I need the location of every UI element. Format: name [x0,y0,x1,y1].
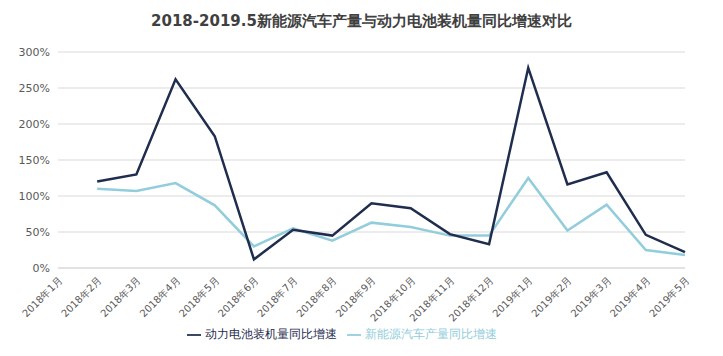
svg-text:2018年2月: 2018年2月 [59,275,103,319]
svg-text:2018年9月: 2018年9月 [333,274,378,320]
svg-text:2018年7月: 2018年7月 [255,275,299,319]
html-text:2018-2019.5新能源汽车产量与动力电池装机量同比增速: 2018-2019.5新能源汽车产量与动力电池装机量同比增速对比 [151,12,572,30]
svg-text:2018年3月: 2018年3月 [98,275,142,319]
svg-text:2018年6月: 2018年6月 [216,275,260,319]
svg-text:2018年10月: 2018年10月 [368,274,418,324]
svg-text:0%: 0% [33,262,50,275]
svg-text:2018年5月: 2018年5月 [177,275,221,319]
svg-text:2019年2月: 2019年2月 [529,275,573,319]
svg-text:2019年3月: 2019年3月 [569,275,613,319]
svg-text:250%: 250% [19,82,50,95]
html-text:新能源汽车产量同比增速: 新能源汽车产量同比增速 [364,327,497,341]
svg-text:2018年8月: 2018年8月 [294,275,338,319]
svg-text:2018年11月: 2018年11月 [407,274,457,324]
svg-text:150%: 150% [19,154,50,167]
svg-text:2018年4月: 2018年4月 [138,275,182,319]
svg-text:300%: 300% [19,46,50,59]
svg-text:2019年4月: 2019年4月 [608,275,652,319]
svg-text:2019年5月: 2019年5月 [647,275,691,319]
svg-text:2018年12月: 2018年12月 [447,275,496,324]
svg-text:200%: 200% [19,118,50,131]
svg-text:2018年1月: 2018年1月 [20,275,64,319]
svg-text:100%: 100% [19,190,50,203]
html-text:动力电池装机量同比增速: 动力电池装机量同比增速 [204,327,337,341]
svg-text:2019年1月: 2019年1月 [490,275,534,319]
svg-text:50%: 50% [26,226,50,239]
